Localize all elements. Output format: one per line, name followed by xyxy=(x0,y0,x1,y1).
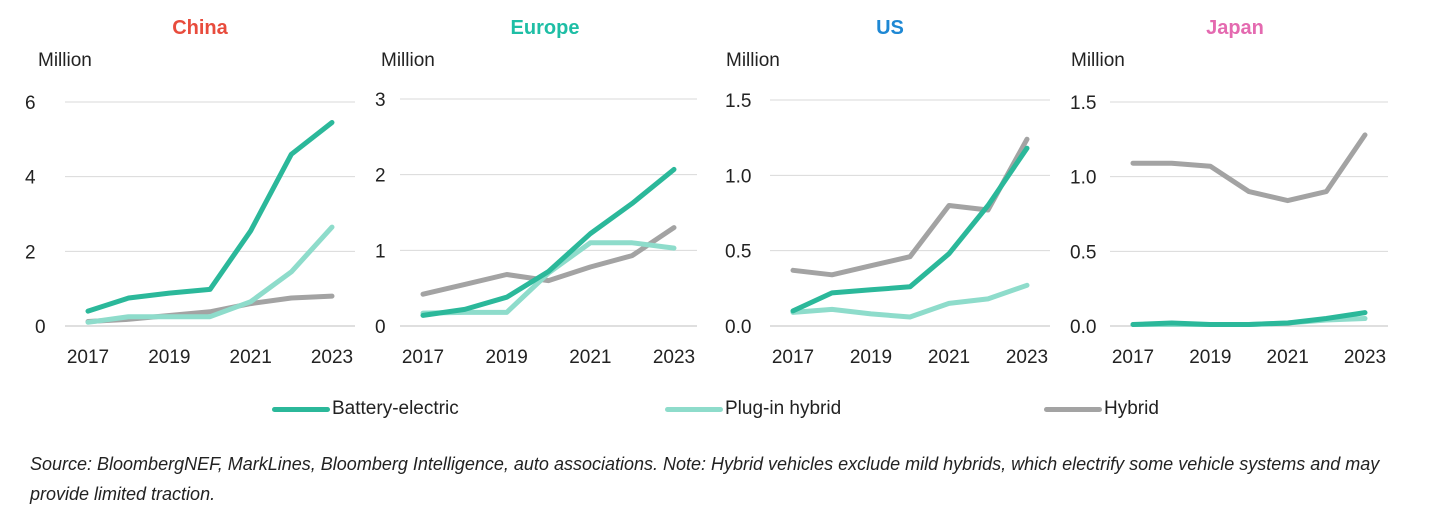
series-line-hybrid xyxy=(1130,132,1368,204)
series-line-hybrid xyxy=(420,225,677,297)
x-tick-label: 2019 xyxy=(148,347,190,368)
legend-swatch-battery-electric xyxy=(272,406,330,412)
series-line-hybrid xyxy=(790,136,1030,278)
y-tick-label: 6 xyxy=(25,93,36,114)
y-tick-label: 0.0 xyxy=(1070,317,1096,338)
legend-label: Plug-in hybrid xyxy=(725,398,842,419)
chart-panel-japan: Japan Million 0.0 0.5 1.0 1.5 2017 2019 2021 2023 xyxy=(1070,17,1388,368)
series-line-plug-in-hybrid xyxy=(790,282,1030,320)
chart-panel-us: US Million 0.0 0.5 1.0 1.5 2017 2019 2021 2023 xyxy=(725,17,1050,368)
x-tick-label: 2019 xyxy=(850,347,892,368)
y-tick-label: 3 xyxy=(375,90,386,111)
legend-label: Hybrid xyxy=(1104,398,1159,419)
y-tick-label: 0.5 xyxy=(1070,242,1096,263)
legend-label: Battery-electric xyxy=(332,398,459,419)
y-tick-label: 0.0 xyxy=(725,317,751,338)
y-tick-label: 1 xyxy=(375,241,386,262)
legend-item-plug-in-hybrid: Plug-in hybrid xyxy=(665,398,841,420)
y-tick-label: 0 xyxy=(375,317,386,338)
x-tick-label: 2017 xyxy=(402,347,444,368)
series-line-battery-electric xyxy=(85,120,335,314)
series-line-battery-electric xyxy=(1130,310,1368,327)
x-tick-label: 2021 xyxy=(1267,347,1309,368)
x-tick-label: 2019 xyxy=(1189,347,1231,368)
y-axis-label: Million xyxy=(381,50,435,71)
series-line-hybrid xyxy=(85,293,335,324)
y-tick-label: 1.5 xyxy=(1070,93,1096,114)
legend-swatch-hybrid xyxy=(1044,406,1102,412)
x-tick-label: 2021 xyxy=(230,347,272,368)
y-tick-label: 1.0 xyxy=(1070,168,1096,189)
series-line-battery-electric xyxy=(420,166,677,318)
charts-area: China Million 0 2 4 6 2017 2019 2021 2023 Europe M… xyxy=(25,17,1388,368)
y-tick-label: 1.5 xyxy=(725,91,751,112)
x-tick-label: 2021 xyxy=(928,347,970,368)
x-tick-label: 2017 xyxy=(67,347,109,368)
x-tick-label: 2021 xyxy=(569,347,611,368)
y-tick-label: 2 xyxy=(25,242,36,263)
source-note: Source: BloombergNEF, MarkLines, Bloombe… xyxy=(30,454,1380,504)
series-line-plug-in-hybrid xyxy=(85,224,335,325)
y-tick-label: 0.5 xyxy=(725,242,751,263)
x-tick-label: 2017 xyxy=(1112,347,1154,368)
legend: Battery-electric Plug-in hybrid Hybrid xyxy=(0,398,1429,424)
x-tick-label: 2023 xyxy=(1006,347,1048,368)
chart-title: Europe xyxy=(511,17,580,39)
x-tick-label: 2017 xyxy=(772,347,814,368)
y-axis-label: Million xyxy=(38,50,92,71)
chart-panel-china: China Million 0 2 4 6 2017 2019 2021 2023 xyxy=(25,17,355,368)
x-tick-label: 2019 xyxy=(486,347,528,368)
y-axis-label: Million xyxy=(1071,50,1125,71)
y-tick-label: 2 xyxy=(375,166,386,187)
legend-swatch-plug-in-hybrid xyxy=(665,406,723,412)
x-tick-label: 2023 xyxy=(1344,347,1386,368)
chart-panel-europe: Europe Million 0 1 2 3 2017 2019 2021 2023 xyxy=(375,17,697,368)
y-tick-label: 4 xyxy=(25,168,36,189)
y-axis-label: Million xyxy=(726,50,780,71)
y-tick-label: 0 xyxy=(35,317,46,338)
y-tick-label: 1.0 xyxy=(725,166,751,187)
legend-item-battery-electric: Battery-electric xyxy=(272,398,459,420)
chart-title: US xyxy=(876,17,904,39)
x-tick-label: 2023 xyxy=(653,347,695,368)
chart-title: China xyxy=(172,17,228,39)
chart-title: Japan xyxy=(1206,17,1264,39)
series-line-battery-electric xyxy=(790,145,1030,314)
legend-item-hybrid: Hybrid xyxy=(1044,398,1159,420)
x-tick-label: 2023 xyxy=(311,347,353,368)
